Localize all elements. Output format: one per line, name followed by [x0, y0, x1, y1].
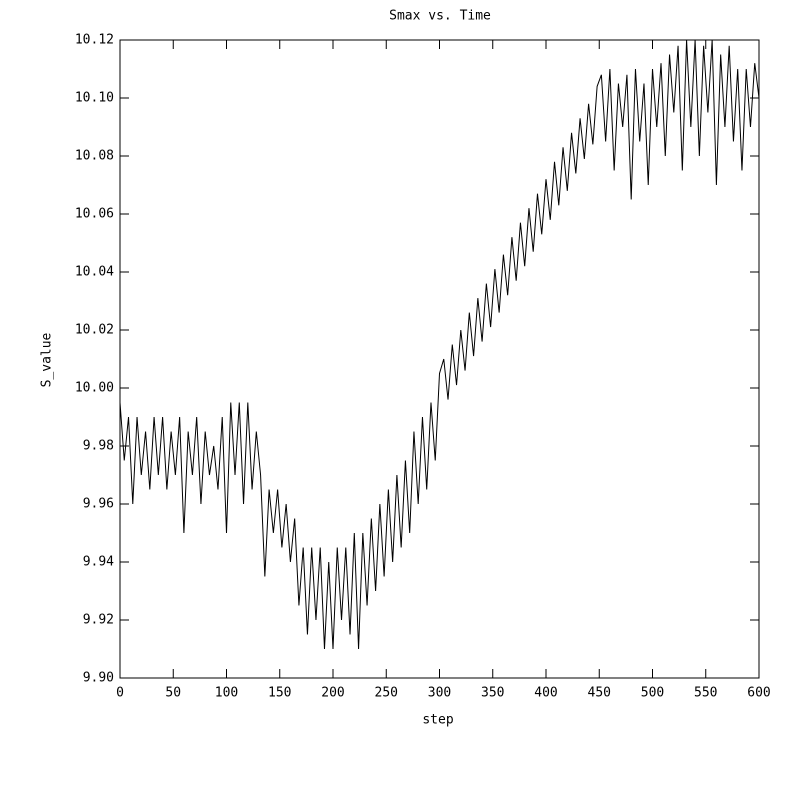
- x-tick-label: 600: [747, 686, 770, 701]
- y-tick-label: 10.04: [75, 265, 114, 280]
- x-tick-label: 300: [428, 686, 451, 701]
- y-tick-label: 10.08: [75, 149, 114, 164]
- y-tick-label: 10.06: [75, 207, 114, 222]
- x-tick-label: 150: [268, 686, 291, 701]
- data-line: [119, 39, 760, 650]
- x-tick-label: 100: [215, 686, 238, 701]
- y-tick-label: 9.96: [83, 497, 114, 512]
- x-tick-label: 500: [641, 686, 664, 701]
- x-tick-label: 550: [694, 686, 717, 701]
- y-tick-label: 9.92: [83, 613, 114, 628]
- y-tick-label: 9.98: [83, 439, 114, 454]
- x-tick-label: 200: [321, 686, 344, 701]
- x-tick-label: 350: [481, 686, 504, 701]
- x-tick-label: 0: [116, 686, 124, 701]
- x-tick-label: 50: [165, 686, 181, 701]
- y-tick-label: 10.00: [75, 381, 114, 396]
- y-tick-label: 9.94: [83, 555, 114, 570]
- x-tick-label: 250: [375, 686, 398, 701]
- y-tick-label: 10.10: [75, 91, 114, 106]
- y-tick-label: 10.02: [75, 323, 114, 338]
- x-tick-label: 450: [588, 686, 611, 701]
- chart-title: Smax vs. Time: [389, 9, 491, 24]
- y-axis-label: S_value: [40, 332, 55, 387]
- x-tick-label: 400: [534, 686, 557, 701]
- y-tick-label: 10.12: [75, 33, 114, 48]
- y-tick-label: 9.90: [83, 671, 114, 686]
- x-axis-label: step: [422, 713, 453, 728]
